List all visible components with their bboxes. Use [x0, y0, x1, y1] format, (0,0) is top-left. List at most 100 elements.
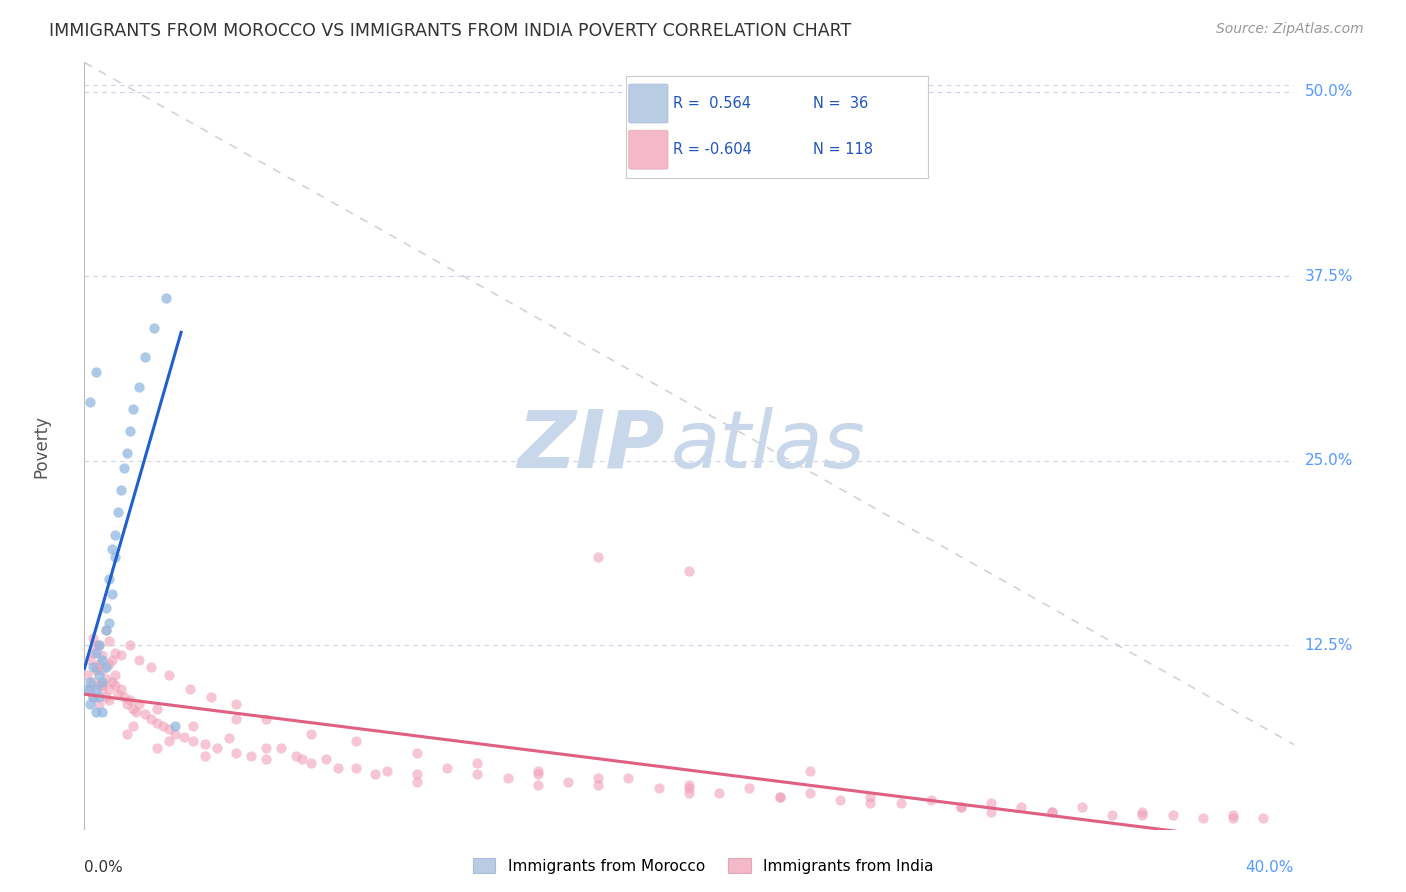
Point: [157, 734, 180, 748]
Point: [86, 365, 108, 379]
Point: [165, 719, 187, 733]
Point: [94, 660, 117, 674]
Point: [207, 741, 229, 756]
Point: [225, 697, 247, 711]
Point: [363, 766, 385, 780]
Point: [107, 687, 129, 701]
Point: [1222, 807, 1244, 822]
Point: [1040, 805, 1063, 819]
Point: [225, 746, 247, 760]
Point: [94, 672, 117, 686]
FancyBboxPatch shape: [628, 130, 668, 169]
Point: [82, 690, 104, 704]
Point: [346, 761, 368, 775]
Text: 12.5%: 12.5%: [1305, 638, 1353, 653]
Point: [799, 786, 821, 800]
Point: [270, 741, 292, 756]
Point: [115, 446, 138, 460]
Point: [436, 761, 458, 775]
Point: [406, 775, 429, 789]
Point: [346, 734, 368, 748]
Point: [76, 682, 98, 697]
Point: [1011, 800, 1033, 814]
Point: [112, 690, 135, 704]
Point: [104, 646, 127, 660]
Point: [86, 660, 108, 674]
Point: [181, 719, 204, 733]
Point: [118, 638, 141, 652]
Point: [1222, 811, 1244, 825]
Point: [139, 712, 162, 726]
Point: [97, 615, 120, 630]
Point: [118, 424, 141, 438]
Point: [315, 752, 337, 766]
Point: [82, 631, 104, 645]
Point: [91, 663, 114, 677]
Point: [82, 660, 104, 674]
Point: [121, 701, 143, 715]
Point: [1101, 807, 1123, 822]
Point: [678, 565, 700, 579]
Point: [980, 796, 1002, 810]
Point: [121, 402, 143, 417]
Text: 25.0%: 25.0%: [1305, 453, 1353, 468]
Point: [79, 697, 101, 711]
Point: [91, 675, 114, 690]
Point: [200, 690, 222, 704]
Point: [648, 781, 671, 796]
Point: [239, 748, 262, 763]
Point: [588, 549, 610, 564]
Point: [678, 786, 700, 800]
Point: [82, 690, 104, 704]
Point: [82, 675, 104, 690]
Point: [406, 746, 429, 760]
Point: [194, 748, 217, 763]
Point: [100, 586, 122, 600]
Point: [225, 712, 247, 726]
Point: [79, 394, 101, 409]
Point: [1130, 805, 1153, 819]
Point: [157, 667, 180, 681]
Point: [527, 766, 550, 780]
Point: [406, 766, 429, 780]
Point: [89, 697, 111, 711]
Point: [97, 657, 120, 672]
Point: [1040, 805, 1063, 819]
Point: [890, 796, 912, 810]
Point: [738, 781, 761, 796]
Point: [128, 697, 150, 711]
Point: [128, 653, 150, 667]
Point: [859, 790, 882, 805]
Point: [1192, 811, 1215, 825]
Point: [79, 653, 101, 667]
Point: [115, 726, 138, 740]
Point: [110, 483, 132, 498]
Point: [104, 667, 127, 681]
Point: [527, 778, 550, 792]
Point: [950, 800, 973, 814]
Point: [118, 692, 141, 706]
Legend: Immigrants from Morocco, Immigrants from India: Immigrants from Morocco, Immigrants from…: [467, 852, 939, 880]
Point: [142, 321, 165, 335]
Point: [97, 692, 120, 706]
Point: [91, 705, 114, 719]
Point: [100, 675, 122, 690]
Point: [86, 705, 108, 719]
Point: [86, 663, 108, 677]
Point: [557, 775, 579, 789]
Point: [134, 707, 156, 722]
Point: [146, 716, 169, 731]
Point: [291, 752, 314, 766]
Point: [165, 726, 187, 740]
Point: [86, 682, 108, 697]
Point: [299, 756, 322, 771]
Point: [128, 380, 150, 394]
Point: [496, 771, 519, 785]
Point: [115, 697, 138, 711]
Text: N = 118: N = 118: [813, 142, 873, 157]
Point: [146, 741, 169, 756]
Point: [328, 761, 350, 775]
Point: [146, 701, 169, 715]
Point: [218, 731, 240, 745]
Point: [79, 675, 101, 690]
